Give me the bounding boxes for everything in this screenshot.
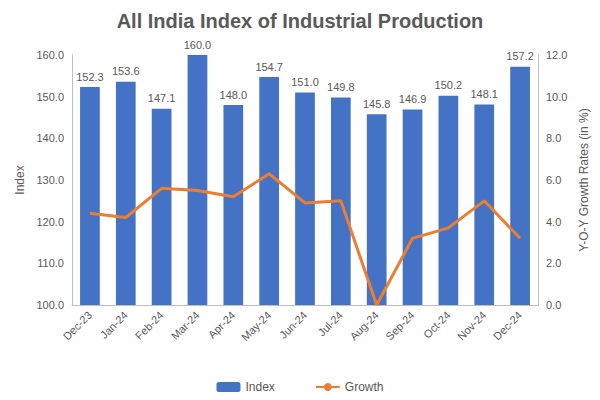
svg-text:Dec-24: Dec-24 [491,309,525,343]
svg-text:148.1: 148.1 [470,88,498,100]
svg-text:146.9: 146.9 [399,93,427,105]
svg-text:130.0: 130.0 [36,174,64,186]
svg-text:Dec-23: Dec-23 [61,309,95,343]
svg-text:0.0: 0.0 [546,299,561,311]
svg-text:145.8: 145.8 [363,98,391,110]
svg-text:100.0: 100.0 [36,299,64,311]
svg-text:152.3: 152.3 [76,71,104,83]
svg-text:Growth: Growth [345,380,384,394]
svg-text:153.6: 153.6 [112,65,140,77]
svg-text:110.0: 110.0 [37,257,64,269]
svg-text:154.7: 154.7 [255,61,283,73]
svg-text:Aug-24: Aug-24 [347,309,381,343]
svg-text:150.2: 150.2 [435,79,463,91]
svg-text:Jun-24: Jun-24 [277,309,309,341]
svg-text:4.0: 4.0 [546,216,561,228]
svg-text:Sep-24: Sep-24 [383,309,417,343]
svg-text:150.0: 150.0 [36,91,64,103]
svg-text:147.1: 147.1 [148,92,176,104]
svg-text:120.0: 120.0 [36,216,64,228]
svg-text:149.8: 149.8 [327,81,355,93]
svg-text:8.0: 8.0 [546,132,561,144]
svg-text:10.0: 10.0 [546,91,567,103]
svg-text:Mar-24: Mar-24 [169,309,202,342]
svg-text:140.0: 140.0 [36,132,64,144]
svg-text:Apr-24: Apr-24 [206,309,238,341]
svg-text:Jul-24: Jul-24 [315,309,345,339]
svg-text:Index: Index [13,165,27,194]
svg-text:2.0: 2.0 [546,257,561,269]
svg-text:Oct-24: Oct-24 [421,309,453,341]
svg-text:12.0: 12.0 [546,49,567,61]
svg-text:148.0: 148.0 [220,89,248,101]
svg-text:May-24: May-24 [239,309,273,343]
svg-text:Feb-24: Feb-24 [133,309,166,342]
svg-text:151.0: 151.0 [291,76,319,88]
svg-text:Jan-24: Jan-24 [98,309,130,341]
svg-text:160.0: 160.0 [184,39,212,51]
svg-text:160.0: 160.0 [36,49,64,61]
svg-text:Index: Index [245,380,274,394]
svg-text:Nov-24: Nov-24 [455,309,489,343]
svg-text:6.0: 6.0 [546,174,561,186]
svg-text:Y-O-Y Growth Rates (in %): Y-O-Y Growth Rates (in %) [577,108,591,251]
svg-text:All India Index of Industrial: All India Index of Industrial Production [117,10,484,32]
svg-text:157.2: 157.2 [506,50,534,62]
